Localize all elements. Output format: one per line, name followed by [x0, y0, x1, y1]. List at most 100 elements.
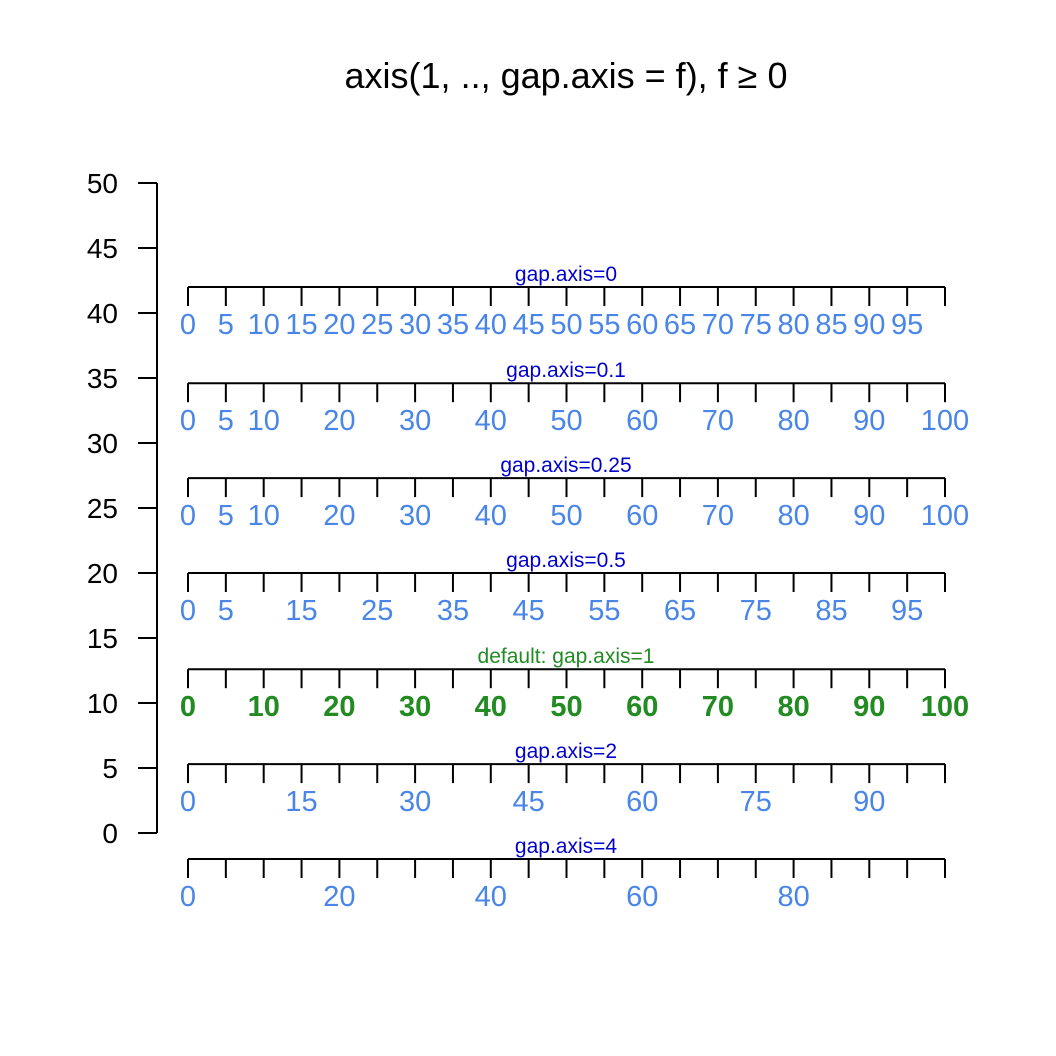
row-tick-label: 15	[285, 309, 317, 341]
row-tick-label: 15	[285, 595, 317, 627]
axis-row: gap.axis=0.5 0 5 15 25 35 45 55 65 75 85 95	[180, 549, 946, 627]
row-tick-label: 60	[626, 309, 658, 341]
row-tick-label: 30	[399, 309, 431, 341]
row-tick-label: 45	[513, 309, 545, 341]
row-tick-label: 95	[891, 595, 923, 627]
row-tick-label: 0	[180, 786, 196, 818]
row-tick-label: 80	[777, 500, 809, 532]
row-tick-label: 40	[475, 309, 507, 341]
row-tick-label: 70	[702, 691, 734, 723]
row-tick-label: 90	[853, 309, 885, 341]
axis-row: gap.axis=2 0 15 30 45 60 75 90	[180, 740, 946, 818]
row-tick-label: 35	[437, 595, 469, 627]
row-tick-label: 20	[323, 691, 355, 723]
row-tick-label: 20	[323, 405, 355, 437]
row-tick-label: 85	[815, 309, 847, 341]
row-caption: default: gap.axis=1	[478, 645, 655, 668]
row-tick-label: 0	[180, 691, 196, 723]
row-tick-label: 35	[437, 309, 469, 341]
chart-title: axis(1, .., gap.axis = f), f ≥ 0	[345, 55, 788, 96]
y-tick-label: 45	[87, 233, 118, 264]
row-tick-label: 80	[777, 405, 809, 437]
row-tick-label: 75	[740, 786, 772, 818]
y-tick-label: 20	[87, 558, 118, 589]
row-tick-label: 80	[777, 309, 809, 341]
row-tick-label: 25	[361, 595, 393, 627]
axis-row: gap.axis=0 0 5 10 15 20 25 30 35 40 45 50 55 60 65 70 75…	[180, 263, 946, 341]
row-tick-label: 60	[626, 405, 658, 437]
row-tick-label: 30	[399, 405, 431, 437]
row-tick-label: 100	[921, 500, 969, 532]
row-tick-label: 100	[921, 405, 969, 437]
row-tick-label: 85	[815, 595, 847, 627]
row-tick-label: 60	[626, 691, 658, 723]
y-tick-label: 30	[87, 428, 118, 459]
row-tick-label: 70	[702, 309, 734, 341]
axis-rows: gap.axis=00 5 10 15 20 25 30 35 40 45 50 55 60 65 70 75…	[180, 263, 969, 913]
row-tick-label: 0	[180, 881, 196, 913]
row-tick-label: 20	[323, 309, 355, 341]
row-tick-label: 70	[702, 405, 734, 437]
row-tick-label: 15	[285, 786, 317, 818]
row-tick-label: 100	[921, 691, 969, 723]
row-tick-label: 30	[399, 786, 431, 818]
row-tick-label: 50	[550, 405, 582, 437]
row-caption: gap.axis=0.1	[506, 359, 626, 382]
row-tick-label: 75	[740, 309, 772, 341]
row-tick-label: 40	[475, 691, 507, 723]
row-tick-label: 65	[664, 595, 696, 627]
row-tick-label: 10	[248, 309, 280, 341]
row-tick-label: 40	[475, 500, 507, 532]
row-tick-label: 40	[475, 881, 507, 913]
row-tick-label: 0	[180, 405, 196, 437]
row-tick-label: 20	[323, 500, 355, 532]
y-tick-label: 25	[87, 493, 118, 524]
row-tick-label: 50	[550, 309, 582, 341]
y-tick-label: 40	[87, 298, 118, 329]
row-tick-label: 80	[777, 881, 809, 913]
row-tick-label: 0	[180, 595, 196, 627]
y-axis: 0 5 10 15 20 25 30 35 40 45 50	[87, 168, 158, 849]
row-tick-label: 70	[702, 500, 734, 532]
row-tick-label: 5	[218, 309, 234, 341]
row-tick-label: 5	[218, 405, 234, 437]
axis-row: default: gap.axis=1 0 10 20 30 40 50 60 70 80 90 10…	[180, 645, 969, 723]
row-tick-label: 80	[777, 691, 809, 723]
row-tick-label: 60	[626, 786, 658, 818]
row-tick-label: 60	[626, 500, 658, 532]
y-tick-label: 35	[87, 363, 118, 394]
row-tick-label: 20	[323, 881, 355, 913]
axis-row: gap.axis=0.25 0 5 10 20 30 40 50 60 70 80 90 100	[180, 454, 969, 532]
y-tick-label: 15	[87, 623, 118, 654]
y-tick-label: 5	[102, 753, 118, 784]
row-tick-label: 10	[248, 405, 280, 437]
row-tick-label: 10	[248, 691, 280, 723]
row-tick-label: 55	[588, 595, 620, 627]
row-tick-label: 10	[248, 500, 280, 532]
row-tick-label: 25	[361, 309, 393, 341]
row-tick-label: 65	[664, 309, 696, 341]
row-tick-label: 0	[180, 309, 196, 341]
row-tick-label: 5	[218, 595, 234, 627]
row-tick-label: 90	[853, 405, 885, 437]
row-tick-label: 90	[853, 500, 885, 532]
row-tick-label: 90	[853, 786, 885, 818]
row-tick-label: 30	[399, 500, 431, 532]
row-tick-label: 95	[891, 309, 923, 341]
y-tick-label: 10	[87, 688, 118, 719]
row-caption: gap.axis=2	[515, 740, 617, 763]
row-tick-label: 30	[399, 691, 431, 723]
row-tick-label: 55	[588, 309, 620, 341]
row-tick-label: 45	[513, 786, 545, 818]
axis-row: gap.axis=4 0 20 40 60 80	[180, 835, 946, 913]
y-tick-label: 50	[87, 168, 118, 199]
row-tick-label: 75	[740, 595, 772, 627]
row-caption: gap.axis=0.25	[500, 454, 631, 477]
row-caption: gap.axis=4	[515, 835, 617, 858]
row-tick-label: 60	[626, 881, 658, 913]
row-tick-label: 40	[475, 405, 507, 437]
row-tick-label: 50	[550, 691, 582, 723]
row-caption: gap.axis=0.5	[506, 549, 626, 572]
row-tick-label: 0	[180, 500, 196, 532]
